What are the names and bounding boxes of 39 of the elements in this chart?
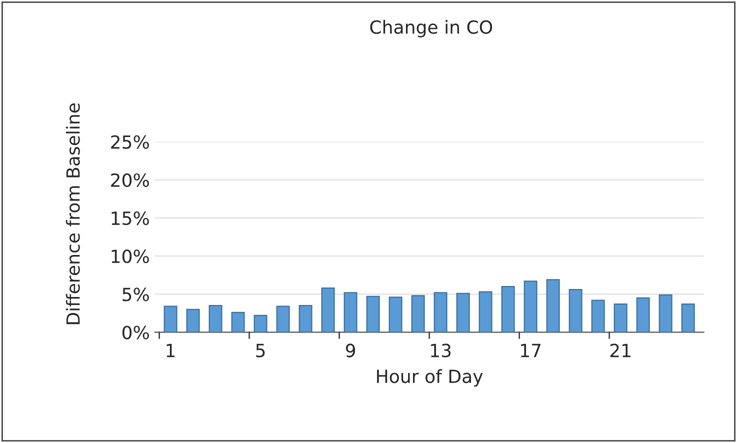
bar bbox=[681, 304, 695, 332]
bar bbox=[321, 288, 335, 332]
x-axis-title: Hour of Day bbox=[377, 369, 483, 387]
x-tick-label: 5 bbox=[256, 344, 265, 358]
bar bbox=[591, 300, 605, 332]
x-tick-label: 17 bbox=[521, 344, 541, 358]
bar bbox=[636, 297, 650, 332]
y-tick-label: 15% bbox=[112, 211, 149, 226]
bar bbox=[411, 295, 425, 332]
bar bbox=[568, 289, 582, 332]
bar bbox=[276, 306, 290, 332]
bar bbox=[254, 314, 268, 332]
bar bbox=[366, 296, 380, 332]
x-tick-label: 1 bbox=[166, 344, 175, 358]
bar bbox=[208, 305, 222, 332]
bar bbox=[186, 308, 200, 332]
bar bbox=[298, 305, 312, 332]
bar bbox=[614, 304, 628, 332]
bar bbox=[164, 306, 178, 332]
bar bbox=[501, 286, 515, 332]
y-tick-label: 0% bbox=[122, 326, 149, 340]
bar bbox=[231, 312, 245, 332]
x-tick-label: 13 bbox=[431, 344, 451, 358]
y-tick-label: 5% bbox=[122, 288, 149, 302]
y-tick-label: 25% bbox=[111, 135, 149, 149]
bar bbox=[524, 280, 538, 332]
bar bbox=[388, 296, 402, 332]
bar bbox=[344, 292, 358, 332]
bar bbox=[658, 294, 672, 332]
y-tick-label: 20% bbox=[111, 173, 149, 187]
bar bbox=[478, 291, 492, 332]
chart-title: Change in CO bbox=[370, 20, 492, 38]
bar bbox=[546, 279, 560, 332]
bar bbox=[434, 292, 448, 332]
y-axis-title: Difference from Baseline bbox=[66, 103, 80, 324]
x-tick-label: 9 bbox=[346, 344, 356, 358]
x-tick-label: 21 bbox=[610, 344, 630, 358]
y-tick-label: 10% bbox=[112, 250, 149, 264]
bar bbox=[456, 292, 470, 332]
